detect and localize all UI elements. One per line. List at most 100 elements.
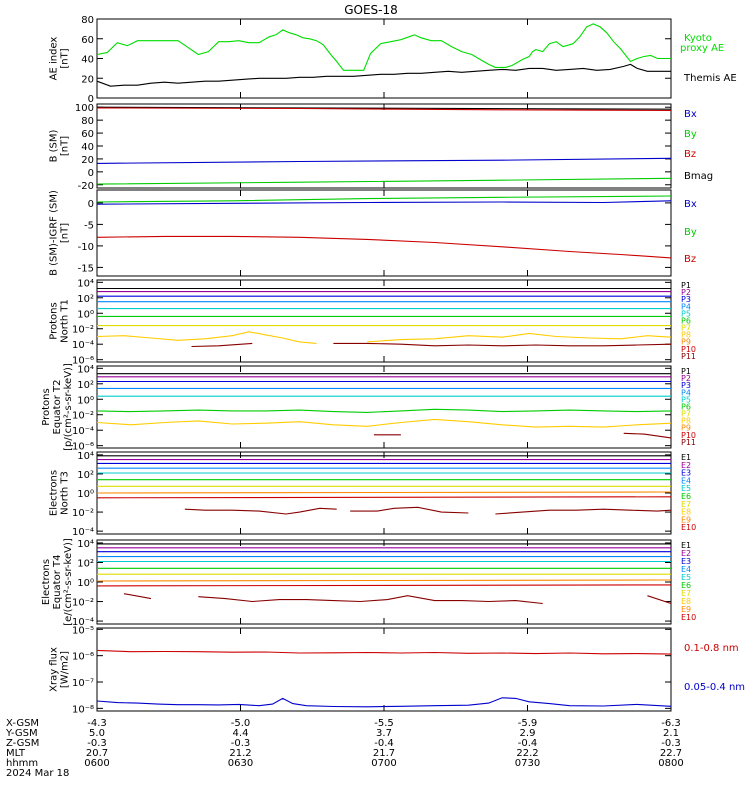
- legend-P4: P4: [681, 302, 691, 311]
- legend-E1: E1: [681, 453, 691, 462]
- series-P9b: [623, 432, 672, 439]
- ephem-value: 22.7: [660, 748, 682, 759]
- legend-P8: P8: [681, 331, 691, 340]
- y-tick-label: 10⁻⁴: [72, 527, 94, 538]
- legend-E2: E2: [681, 549, 691, 558]
- legend-P9: P9: [681, 424, 691, 433]
- ephem-row-label: X-GSM: [6, 718, 39, 729]
- y-tick-label: 0: [88, 94, 94, 105]
- y-axis-label: [e/(cm²-s-sr-keV)]: [63, 538, 74, 626]
- y-tick-label: 0: [88, 199, 94, 210]
- legend-E10: E10: [681, 613, 696, 622]
- legend-P10: P10: [681, 345, 696, 354]
- y-tick-label: 80: [81, 116, 94, 127]
- ephem-value: 22.2: [516, 748, 538, 759]
- legend-E9: E9: [681, 515, 691, 524]
- legend-E10: E10: [681, 523, 696, 532]
- ephem-value: -0.3: [661, 738, 681, 749]
- ephem-value: -6.3: [661, 718, 681, 729]
- y-axis-label: B (SM): [49, 129, 60, 162]
- y-axis-label: Equator T2: [52, 380, 63, 435]
- legend-P7: P7: [681, 324, 691, 333]
- series-E10c: [495, 508, 672, 515]
- y-tick-label: 10⁻²: [72, 411, 94, 422]
- y-axis-label: [p/(cm²-s-sr-keV)]: [63, 363, 74, 451]
- y-axis-label: AE index: [49, 37, 60, 81]
- series-E9: [96, 496, 672, 499]
- y-tick-label: 80: [81, 15, 94, 26]
- y-tick-label: 20: [81, 74, 94, 85]
- ephem-value: 2.9: [520, 728, 536, 739]
- series-Bz: [96, 235, 672, 259]
- ephem-row-label: Y-GSM: [5, 728, 38, 739]
- series-By: [96, 195, 672, 203]
- series-P7: [96, 418, 672, 428]
- y-tick-label: 10⁻⁴: [72, 340, 94, 351]
- y-tick-label: 10⁻⁵: [72, 625, 94, 636]
- ephem-row-label: MLT: [6, 748, 26, 759]
- legend-E8: E8: [681, 597, 691, 606]
- y-tick-label: 10⁰: [77, 578, 94, 589]
- y-tick-label: 40: [81, 142, 94, 153]
- y-tick-label: 10⁰: [77, 309, 94, 320]
- series-P8b: [367, 332, 672, 343]
- legend-P10: P10: [681, 431, 696, 440]
- y-tick-label: 10⁻⁸: [72, 704, 94, 715]
- series-P9b: [333, 342, 672, 347]
- y-axis-label: [nT]: [60, 136, 71, 156]
- series-E8: [96, 491, 672, 494]
- legend-P7: P7: [681, 410, 691, 419]
- legend-0.1-0.8-nm: 0.1-0.8 nm: [684, 643, 739, 654]
- legend-E6: E6: [681, 581, 691, 590]
- y-tick-label: 10⁴: [77, 278, 94, 289]
- y-tick-label: 10⁻⁴: [72, 426, 94, 437]
- y-tick-label: 10⁻⁷: [72, 678, 94, 689]
- ephem-row-label: Z-GSM: [6, 738, 39, 749]
- y-tick-label: 10⁻²: [72, 508, 94, 519]
- panel-pe: 10⁻⁶ 10⁻⁴ 10⁻² 10⁰ 10² 10⁴ Protons Equator T2 [p…: [41, 363, 696, 453]
- y-tick-label: -5: [84, 220, 94, 231]
- y-tick-label: 10²: [77, 294, 94, 305]
- series-By: [96, 177, 672, 185]
- y-tick-label: 10⁻⁴: [72, 617, 94, 628]
- series-P9: [191, 342, 253, 348]
- legend-P6: P6: [681, 316, 691, 325]
- ephem-value: -4.3: [87, 718, 107, 729]
- legend-Themis-AE: Themis AE: [683, 73, 737, 84]
- legend-E8: E8: [681, 508, 691, 517]
- panel-ee: 10⁻⁴ 10⁻² 10⁰ 10² 10⁴ Electrons Equator T4 [e/(…: [41, 538, 696, 628]
- legend-E3: E3: [681, 557, 691, 566]
- series-E10c: [647, 595, 672, 605]
- legend-P5: P5: [681, 309, 691, 318]
- y-tick-label: 40: [81, 55, 94, 66]
- series-E10a: [184, 507, 337, 515]
- legend-By: By: [684, 129, 697, 140]
- legend-P3: P3: [681, 381, 691, 390]
- series-0.1-0.8 nm: [96, 649, 672, 655]
- y-axis-label: Xray flux: [49, 647, 60, 692]
- series-E10b: [198, 595, 543, 605]
- series-Bx: [96, 157, 672, 164]
- legend-P5: P5: [681, 395, 691, 404]
- ephem-value: 20.7: [86, 748, 108, 759]
- ephem-row-label: hhmm: [6, 758, 38, 769]
- y-tick-label: 20: [81, 155, 94, 166]
- y-tick-label: 0: [88, 168, 94, 179]
- legend-E4: E4: [681, 565, 691, 574]
- ephem-value: 0600: [84, 758, 109, 769]
- legend-P2: P2: [681, 288, 691, 297]
- legend-P11: P11: [681, 438, 696, 447]
- legend-E7: E7: [681, 589, 691, 598]
- y-axis-label: [nT]: [60, 48, 71, 68]
- series-Bmag: [96, 106, 672, 110]
- legend-By: By: [684, 227, 697, 238]
- y-tick-label: -15: [78, 263, 94, 274]
- y-tick-label: -20: [78, 181, 94, 192]
- legend-proxy-AE: proxy AE: [680, 43, 724, 54]
- ephem-value: 21.7: [373, 748, 395, 759]
- y-tick-label: 10²: [77, 558, 94, 569]
- legend-E5: E5: [681, 573, 691, 582]
- legend-E1: E1: [681, 541, 691, 550]
- legend-Bmag: Bmag: [684, 171, 713, 182]
